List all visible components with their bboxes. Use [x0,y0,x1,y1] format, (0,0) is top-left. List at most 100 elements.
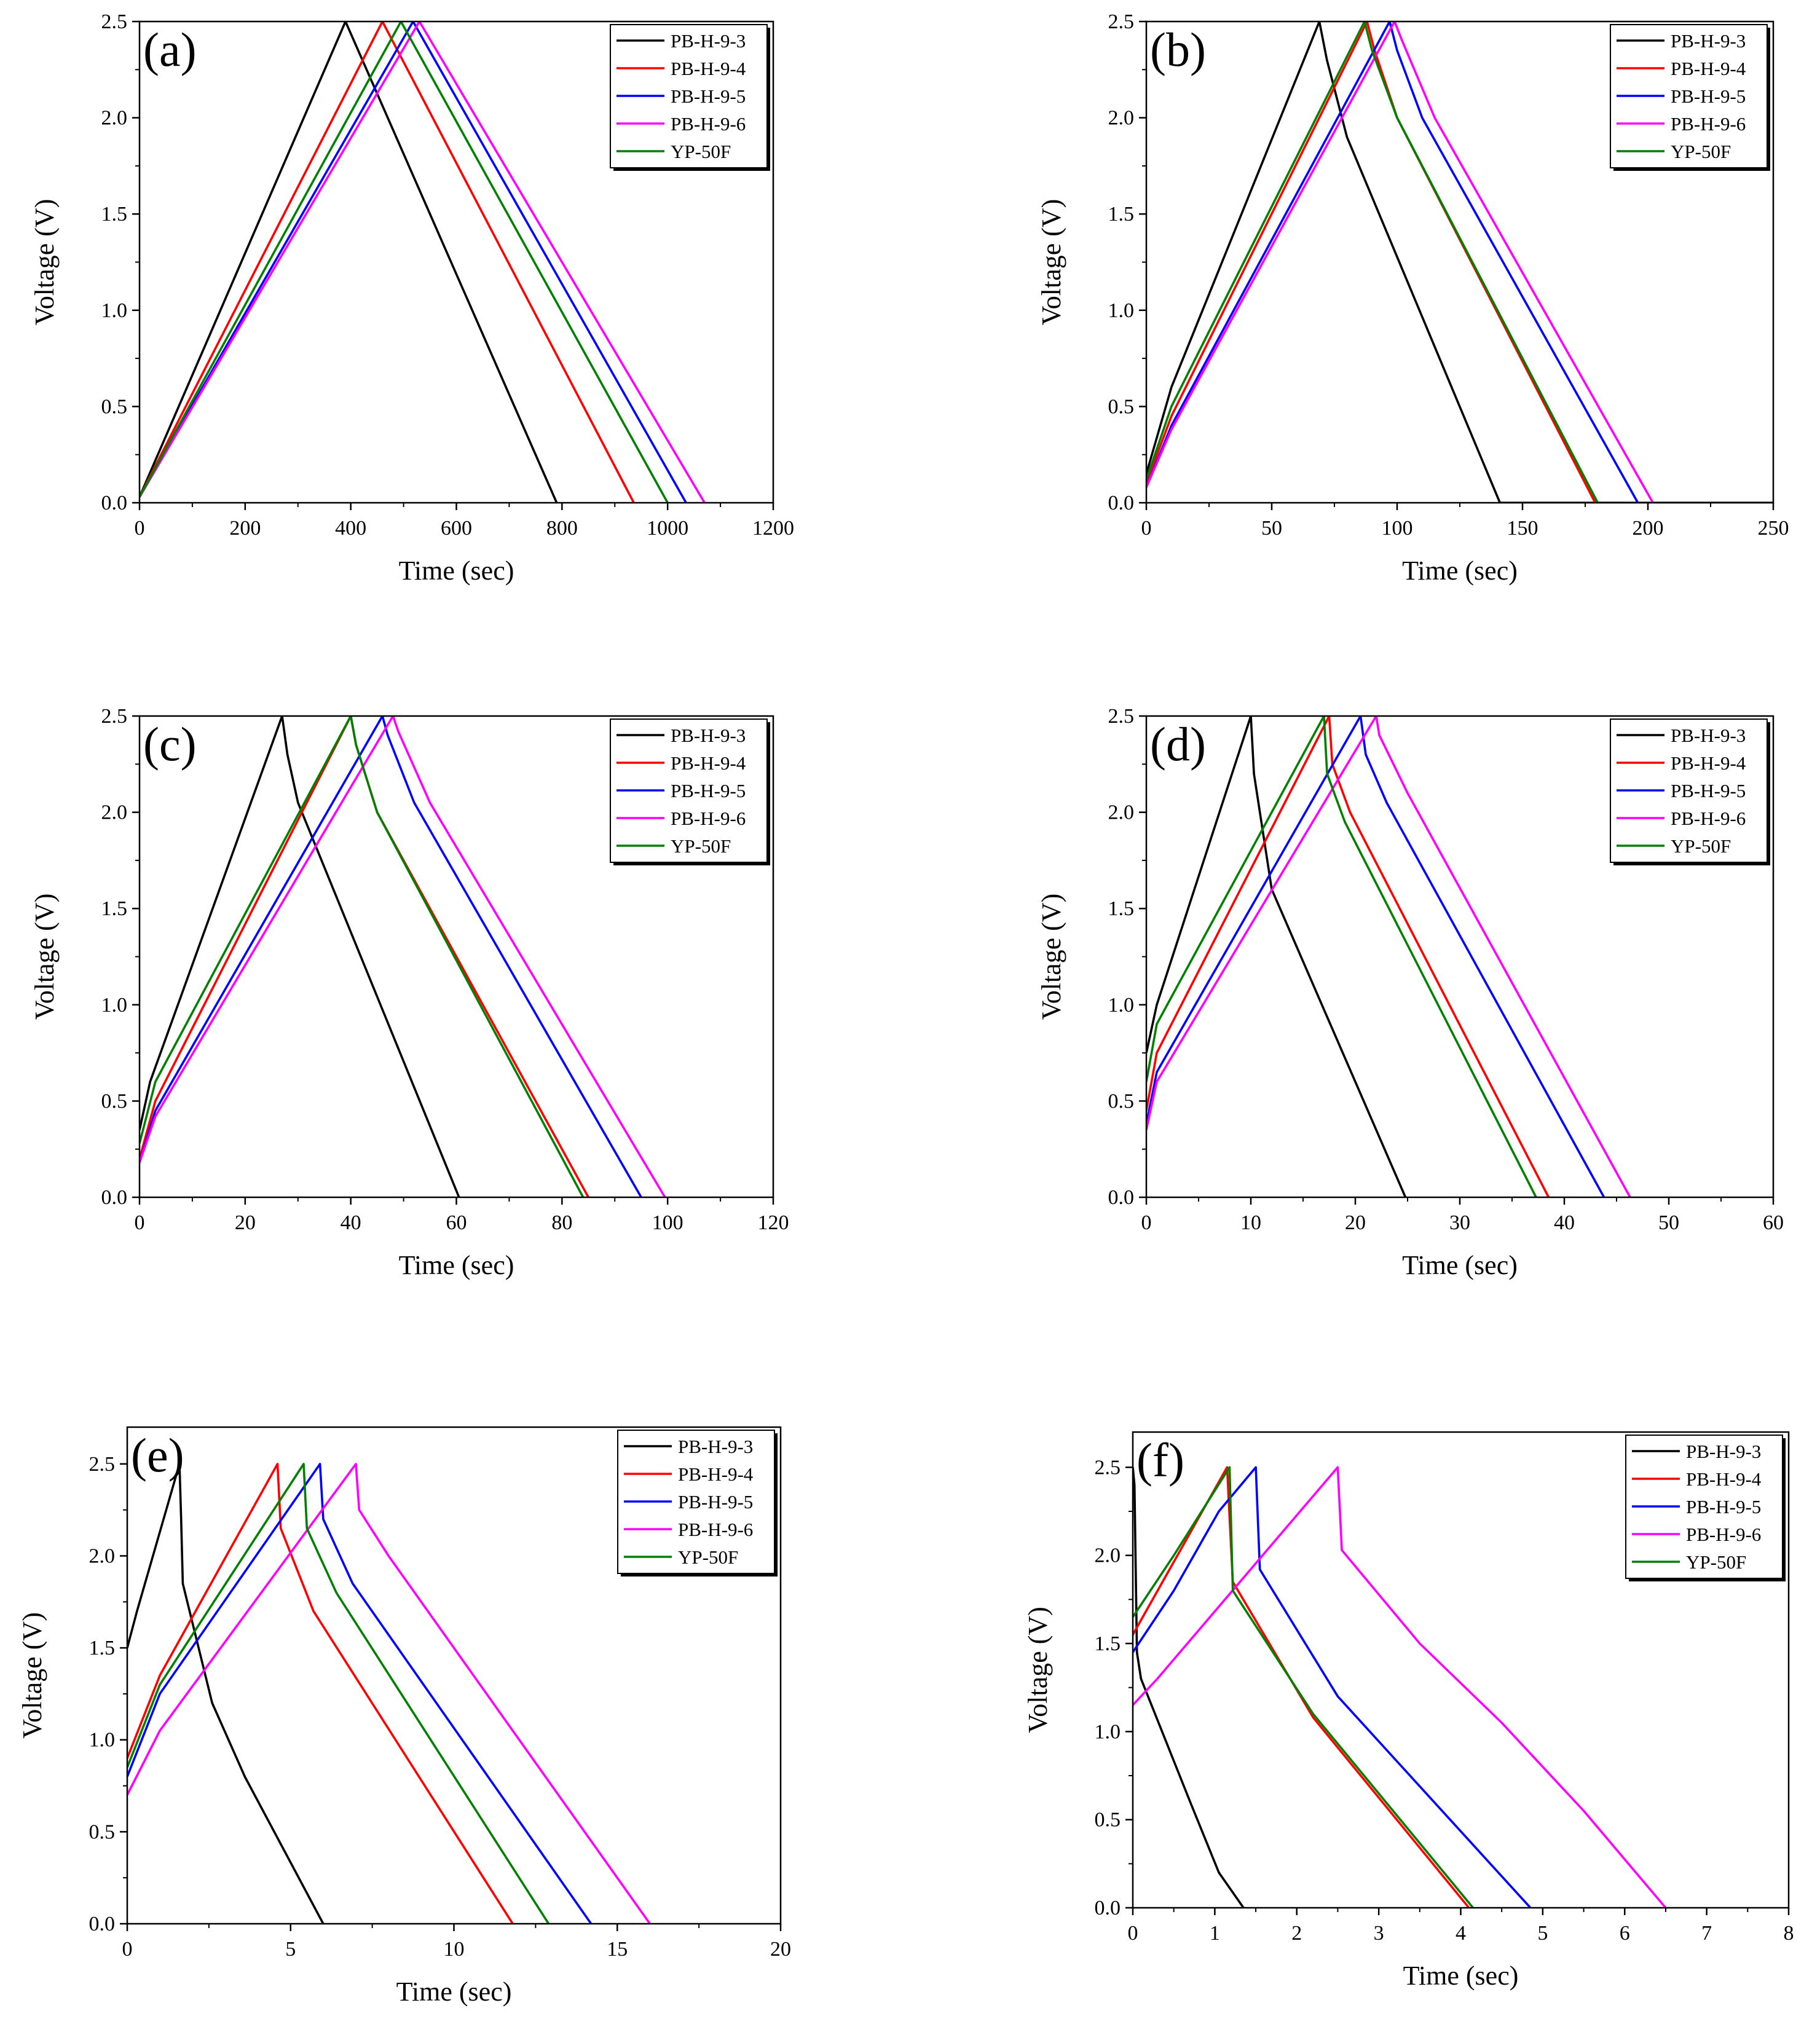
y-tick-label: 0.0 [101,1186,128,1209]
legend: PB-H-9-3 PB-H-9-4 PB-H-9-5 PB-H-9-6 YP-50F [617,1430,778,1576]
x-axis-label: Time (sec) [399,1250,514,1280]
y-tick-label: 0.5 [101,1090,128,1112]
y-tick-label: 0.5 [101,395,128,418]
x-axis-label: Time (sec) [396,1977,512,2007]
y-tick-label: 1.5 [101,203,128,226]
chart-panel-1: 0 200 400 600 800 1000 1200 0.0 0.5 1.0 1.5 2.0 2.5 T… [30,10,794,586]
legend-label: PB-H-9-5 [671,780,746,801]
legend-label: PB-H-9-6 [1671,808,1746,829]
series-line-YP-50F [1133,1466,1474,1908]
legend-label: PB-H-9-6 [678,1519,753,1540]
legend-label: PB-H-9-4 [671,752,746,774]
series-line-YP-50F [1146,715,1537,1198]
x-tick-label: 60 [446,1211,467,1234]
series-line-PB-H-9-5 [140,715,642,1198]
x-tick-label: 50 [1658,1211,1679,1234]
x-tick-label: 20 [235,1211,256,1234]
x-tick-label: 2 [1291,1922,1302,1945]
legend: PB-H-9-3 PB-H-9-4 PB-H-9-5 PB-H-9-6 YP-50F [610,24,770,171]
legend-label: PB-H-9-4 [1686,1468,1762,1490]
legend-label: PB-H-9-6 [1686,1524,1761,1545]
legend-label: PB-H-9-3 [671,30,746,52]
series-group [140,715,666,1198]
x-tick-label: 120 [758,1211,789,1234]
x-tick-label: 60 [1763,1211,1784,1234]
series-line-PB-H-9-3 [140,21,558,503]
y-tick-label: 0.0 [101,492,128,514]
x-tick-label: 250 [1758,517,1789,540]
legend-label: PB-H-9-6 [671,113,746,135]
x-tick-label: 0 [122,1938,133,1961]
y-tick-label: 0.0 [1095,1897,1121,1919]
y-tick-label: 2.0 [101,801,128,824]
y-tick-label: 2.0 [1108,801,1135,824]
y-tick-label: 1.5 [1095,1632,1121,1655]
y-tick-label: 0.0 [1108,492,1135,514]
x-tick-label: 150 [1507,517,1538,540]
x-tick-label: 800 [546,517,578,540]
legend-label: PB-H-9-5 [1686,1496,1761,1517]
legend-label: PB-H-9-6 [671,808,746,829]
legend-label: YP-50F [671,835,731,857]
series-group [127,1463,651,1924]
series-line-PB-H-9-6 [140,715,666,1198]
y-axis-label: Voltage (V) [1036,199,1066,326]
legend-label: PB-H-9-4 [678,1463,754,1485]
y-tick-label: 0.5 [1108,1090,1135,1112]
series-group [1146,715,1631,1198]
panel-label: (a) [143,23,197,76]
y-tick-label: 2.0 [101,107,128,130]
series-line-YP-50F [140,21,669,503]
legend-label: PB-H-9-4 [1671,752,1746,774]
series-line-YP-50F [1146,21,1599,503]
y-tick-label: 1.0 [1108,299,1135,322]
y-tick-label: 2.5 [89,1453,116,1476]
y-axis-label: Voltage (V) [1023,1607,1053,1733]
y-tick-label: 1.0 [101,994,128,1017]
x-tick-label: 6 [1620,1922,1630,1945]
legend-label: PB-H-9-5 [671,85,746,107]
series-line-PB-H-9-3 [127,1463,325,1924]
y-tick-label: 0.0 [89,1913,116,1935]
x-tick-label: 0 [135,517,145,540]
x-tick-label: 1 [1210,1922,1220,1945]
series-group [1133,1466,1667,1908]
series-line-PB-H-9-6 [1146,21,1654,503]
series-line-PB-H-9-6 [127,1463,651,1924]
x-tick-label: 7 [1701,1922,1712,1945]
y-axis-label: Voltage (V) [30,894,60,1020]
legend-label: PB-H-9-4 [1671,58,1746,79]
x-tick-label: 100 [652,1211,683,1234]
x-tick-label: 600 [441,517,472,540]
series-line-PB-H-9-3 [1146,715,1407,1198]
series-line-PB-H-9-6 [1146,715,1631,1198]
series-line-PB-H-9-3 [140,715,460,1198]
y-tick-label: 1.0 [101,299,128,322]
chart-panel-2: 0 50 100 150 200 250 0.0 0.5 1.0 1.5 2.0 2.5 Time (s… [1036,10,1789,586]
series-line-PB-H-9-5 [1146,21,1639,503]
x-tick-label: 20 [770,1938,791,1961]
legend: PB-H-9-3 PB-H-9-4 PB-H-9-5 PB-H-9-6 YP-50F [1610,718,1770,865]
legend: PB-H-9-3 PB-H-9-4 PB-H-9-5 PB-H-9-6 YP-50F [1610,24,1770,171]
x-tick-label: 15 [607,1938,628,1961]
series-line-PB-H-9-5 [1146,715,1605,1198]
x-axis-label: Time (sec) [1402,556,1518,586]
x-tick-label: 30 [1449,1211,1470,1234]
y-axis-label: Voltage (V) [30,199,60,326]
chart-panel-3: 0 20 40 60 80 100 120 0.0 0.5 1.0 1.5 2.0 2.5 Time (s… [30,705,789,1280]
y-tick-label: 2.5 [1095,1456,1121,1479]
series-line-PB-H-9-4 [127,1463,514,1924]
x-tick-label: 1200 [752,517,794,540]
legend-label: PB-H-9-3 [1671,30,1746,52]
y-axis-label: Voltage (V) [17,1612,47,1739]
x-tick-label: 200 [229,517,261,540]
legend-label: YP-50F [671,141,731,162]
y-tick-label: 1.5 [1108,897,1135,920]
x-tick-label: 400 [335,517,366,540]
x-tick-label: 40 [1554,1211,1575,1234]
x-tick-label: 1000 [647,517,688,540]
chart-panel-5: 0 5 10 15 20 0.0 0.5 1.0 1.5 2.0 2.5 Time (sec) Volt… [17,1426,791,2007]
x-tick-label: 0 [1141,1211,1152,1234]
y-tick-label: 0.5 [1108,395,1135,418]
x-tick-label: 40 [341,1211,361,1234]
